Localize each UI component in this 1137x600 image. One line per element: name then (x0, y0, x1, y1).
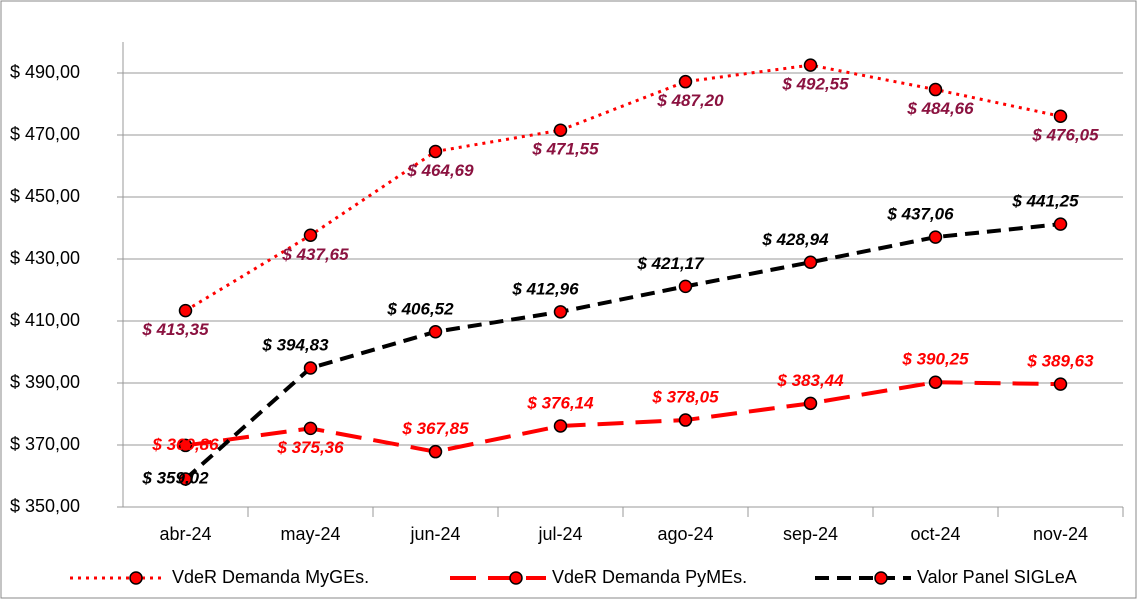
data-label: $ 369,86 (151, 435, 219, 454)
data-label: $ 367,85 (401, 419, 469, 438)
x-tick-label: sep-24 (783, 524, 838, 544)
data-point (553, 123, 568, 137)
x-tick-label: oct-24 (910, 524, 960, 544)
data-label: $ 406,52 (386, 299, 454, 318)
legend-marker (509, 571, 523, 585)
data-point (678, 279, 693, 294)
data-point (928, 230, 943, 244)
data-point (303, 228, 318, 243)
data-label: $ 413,35 (141, 320, 209, 339)
series-line (184, 222, 1061, 481)
legend-marker (874, 571, 888, 585)
legend-label: VdeR Demanda PyMEs. (552, 567, 747, 587)
data-label: $ 471,55 (531, 140, 599, 159)
data-point (803, 255, 818, 270)
x-tick-label: ago-24 (657, 524, 713, 544)
data-label: $ 412,96 (511, 279, 579, 298)
y-tick-label: $ 430,00 (10, 248, 80, 268)
data-label: $ 464,69 (406, 161, 474, 180)
data-label: $ 476,05 (1031, 126, 1099, 145)
data-point (303, 361, 318, 375)
data-point (1053, 109, 1068, 123)
x-tick-label: jun-24 (409, 524, 460, 544)
data-point (553, 419, 568, 433)
x-tick-label: abr-24 (159, 524, 211, 544)
data-point (803, 396, 818, 411)
data-point (678, 413, 693, 427)
data-point (1053, 377, 1068, 391)
data-label: $ 389,63 (1026, 352, 1094, 371)
data-point (678, 74, 693, 89)
y-tick-label: $ 470,00 (10, 124, 80, 144)
data-label: $ 378,05 (651, 388, 719, 407)
data-label: $ 428,94 (761, 230, 829, 249)
data-label: $ 437,65 (281, 245, 349, 264)
data-point (178, 303, 193, 318)
data-point (178, 472, 193, 486)
data-point (803, 58, 818, 72)
series-line (185, 380, 1061, 454)
data-label: $ 359,02 (141, 469, 209, 488)
legend-label: Valor Panel SIGLeA (917, 567, 1077, 587)
data-point (178, 438, 193, 453)
y-tick-label: $ 390,00 (10, 372, 80, 392)
data-label: $ 441,25 (1011, 192, 1079, 211)
data-point (303, 421, 318, 436)
data-label: $ 437,06 (886, 205, 954, 224)
data-label: $ 383,44 (776, 371, 844, 390)
series-line (184, 63, 1061, 312)
data-point (428, 444, 443, 459)
legend-label: VdeR Demanda MyGEs. (172, 567, 369, 587)
data-point (428, 325, 443, 339)
data-point (553, 305, 568, 319)
x-tick-label: may-24 (280, 524, 340, 544)
data-point (928, 82, 943, 97)
y-tick-label: $ 410,00 (10, 310, 80, 330)
data-label: $ 421,17 (636, 254, 705, 273)
data-label: $ 376,14 (526, 393, 594, 412)
data-label: $ 375,36 (276, 438, 344, 457)
y-tick-label: $ 450,00 (10, 186, 80, 206)
data-point (928, 375, 943, 389)
data-label: $ 394,83 (261, 336, 329, 355)
data-label: $ 492,55 (781, 75, 849, 94)
y-tick-label: $ 490,00 (10, 62, 80, 82)
y-tick-label: $ 370,00 (10, 434, 80, 454)
y-tick-label: $ 350,00 (10, 496, 80, 516)
data-label: $ 487,20 (656, 91, 724, 110)
x-tick-label: nov-24 (1033, 524, 1088, 544)
legend-marker (129, 571, 143, 585)
data-label: $ 390,25 (901, 350, 969, 369)
x-tick-label: jul-24 (537, 524, 582, 544)
data-point (1053, 217, 1068, 231)
data-label: $ 484,66 (906, 99, 974, 118)
data-point (428, 144, 443, 159)
